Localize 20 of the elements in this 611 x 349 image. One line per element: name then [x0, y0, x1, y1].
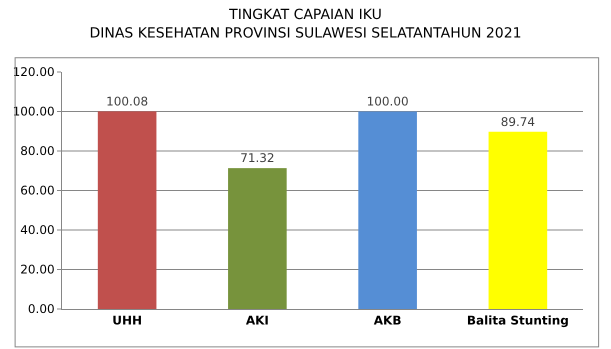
data-label: 71.32 [240, 151, 275, 166]
y-tick-label: 20.00 [20, 262, 55, 277]
data-label: 100.00 [366, 94, 409, 108]
bar [488, 132, 548, 309]
bar [228, 168, 287, 309]
x-tick-label: AKB [374, 313, 402, 328]
data-label: 100.08 [106, 94, 148, 108]
bar [358, 112, 417, 309]
y-tick-label: 80.00 [20, 144, 55, 158]
x-tick-label: UHH [112, 313, 142, 328]
chart-title: TINGKAT CAPAIAN IKU DINAS KESEHATAN PROVINSI SULAWESI SELATANTAHUN 2021 [89, 7, 522, 42]
x-tick-label: AKI [246, 313, 269, 328]
data-label: 89.74 [500, 114, 536, 129]
x-tick-label: Balita Stunting [466, 313, 569, 328]
y-tick-label: 60.00 [20, 184, 55, 198]
bar [98, 111, 156, 309]
y-tick-label: 100.00 [12, 104, 55, 119]
y-tick-label: 0.00 [28, 302, 55, 316]
y-tick-label: 40.00 [20, 223, 55, 238]
y-tick-label: 120.00 [12, 65, 55, 80]
